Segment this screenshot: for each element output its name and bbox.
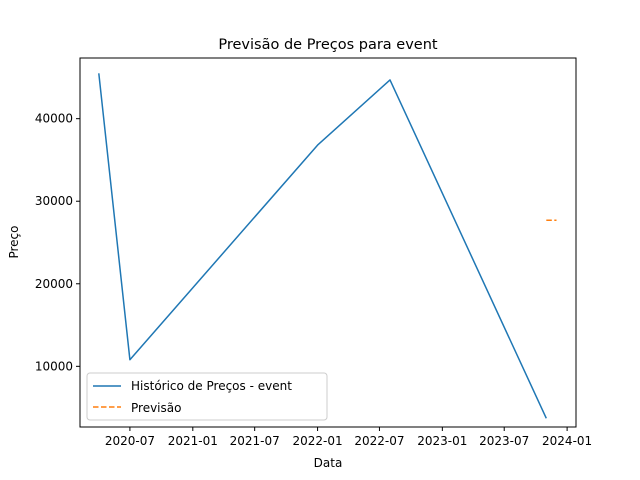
x-axis-label: Data xyxy=(314,456,343,470)
x-tick-label: 2023-07 xyxy=(479,434,529,448)
y-tick-label: 10000 xyxy=(35,359,73,373)
legend-box xyxy=(86,372,328,421)
x-tick-label: 2021-01 xyxy=(168,434,218,448)
x-tick-label: 2022-01 xyxy=(293,434,343,448)
y-tick-label: 40000 xyxy=(35,112,73,126)
x-tick-label: 2020-07 xyxy=(105,434,155,448)
chart-title: Previsão de Preços para event xyxy=(218,37,438,53)
y-axis-label: Preço xyxy=(7,225,21,258)
x-tick-label: 2021-07 xyxy=(230,434,280,448)
legend-label-history: Histórico de Preços - event xyxy=(131,379,292,393)
y-tick-label: 20000 xyxy=(35,277,73,291)
x-tick-label: 2023-01 xyxy=(417,434,467,448)
x-tick-label: 2024-01 xyxy=(542,434,592,448)
x-tick-label: 2022-07 xyxy=(354,434,404,448)
axes-frame xyxy=(79,57,577,428)
series-line-history xyxy=(98,73,547,419)
legend: Histórico de Preços - event Previsão xyxy=(86,372,328,421)
x-axis: 2020-07 2021-01 2021-07 2022-01 2022-07 2023-… xyxy=(105,427,592,448)
y-axis: 10000 20000 30000 40000 xyxy=(35,112,80,373)
series-layer xyxy=(98,73,557,419)
legend-label-forecast: Previsão xyxy=(131,401,181,415)
y-tick-label: 30000 xyxy=(35,194,73,208)
